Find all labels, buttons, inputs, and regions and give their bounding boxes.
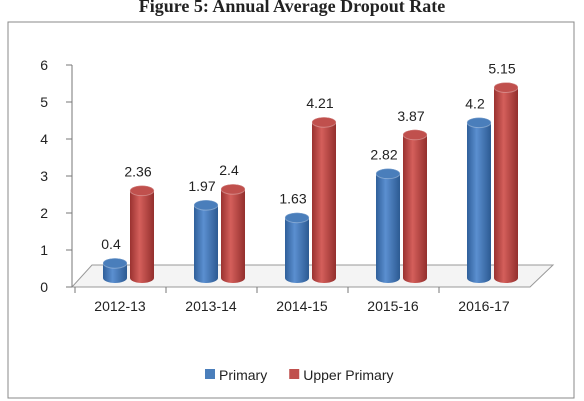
legend-label: Primary [219, 367, 267, 383]
x-tick-label: 2012-13 [94, 298, 146, 314]
bar-top [284, 212, 310, 224]
y-tick-label: 6 [40, 57, 48, 73]
y-tick-label: 5 [40, 94, 48, 110]
bar [494, 82, 518, 283]
value-label: 4.2 [465, 96, 485, 112]
chart-title: Figure 5: Annual Average Dropout Rate [139, 0, 446, 16]
y-tick-label: 3 [40, 168, 48, 184]
y-tick-label: 4 [40, 131, 48, 147]
value-label: 1.97 [188, 178, 215, 194]
bar-top [193, 199, 219, 211]
legend-swatch [205, 369, 215, 379]
value-label: 0.4 [101, 236, 121, 252]
value-label: 2.36 [124, 164, 151, 180]
value-label: 2.4 [219, 162, 239, 178]
bar-top [129, 185, 155, 197]
y-tick-label: 2 [40, 205, 48, 221]
value-label: 2.82 [370, 147, 397, 163]
bar-top [402, 129, 428, 141]
bar-top [375, 168, 401, 180]
bar [130, 185, 154, 283]
x-tick-label: 2016-17 [458, 298, 510, 314]
value-label: 1.63 [279, 191, 306, 207]
bar-top [220, 183, 246, 195]
bar [285, 212, 309, 283]
value-label: 3.87 [397, 108, 424, 124]
bar-top [102, 257, 128, 269]
bar-top [311, 116, 337, 128]
bar [403, 129, 427, 283]
value-label: 4.21 [306, 95, 333, 111]
x-tick-label: 2014-15 [276, 298, 328, 314]
bar [312, 117, 336, 283]
legend-label: Upper Primary [303, 367, 393, 383]
bar [376, 168, 400, 283]
x-tick-label: 2013-14 [185, 298, 237, 314]
y-tick-label: 1 [40, 242, 48, 258]
value-label: 5.15 [488, 60, 515, 76]
bar-top [493, 81, 519, 93]
bar [467, 117, 491, 283]
x-tick-label: 2015-16 [367, 298, 419, 314]
legend-swatch [289, 369, 300, 379]
bar [221, 184, 246, 283]
bar [194, 200, 218, 283]
bar-top [466, 117, 492, 129]
y-tick-label: 0 [40, 279, 48, 295]
